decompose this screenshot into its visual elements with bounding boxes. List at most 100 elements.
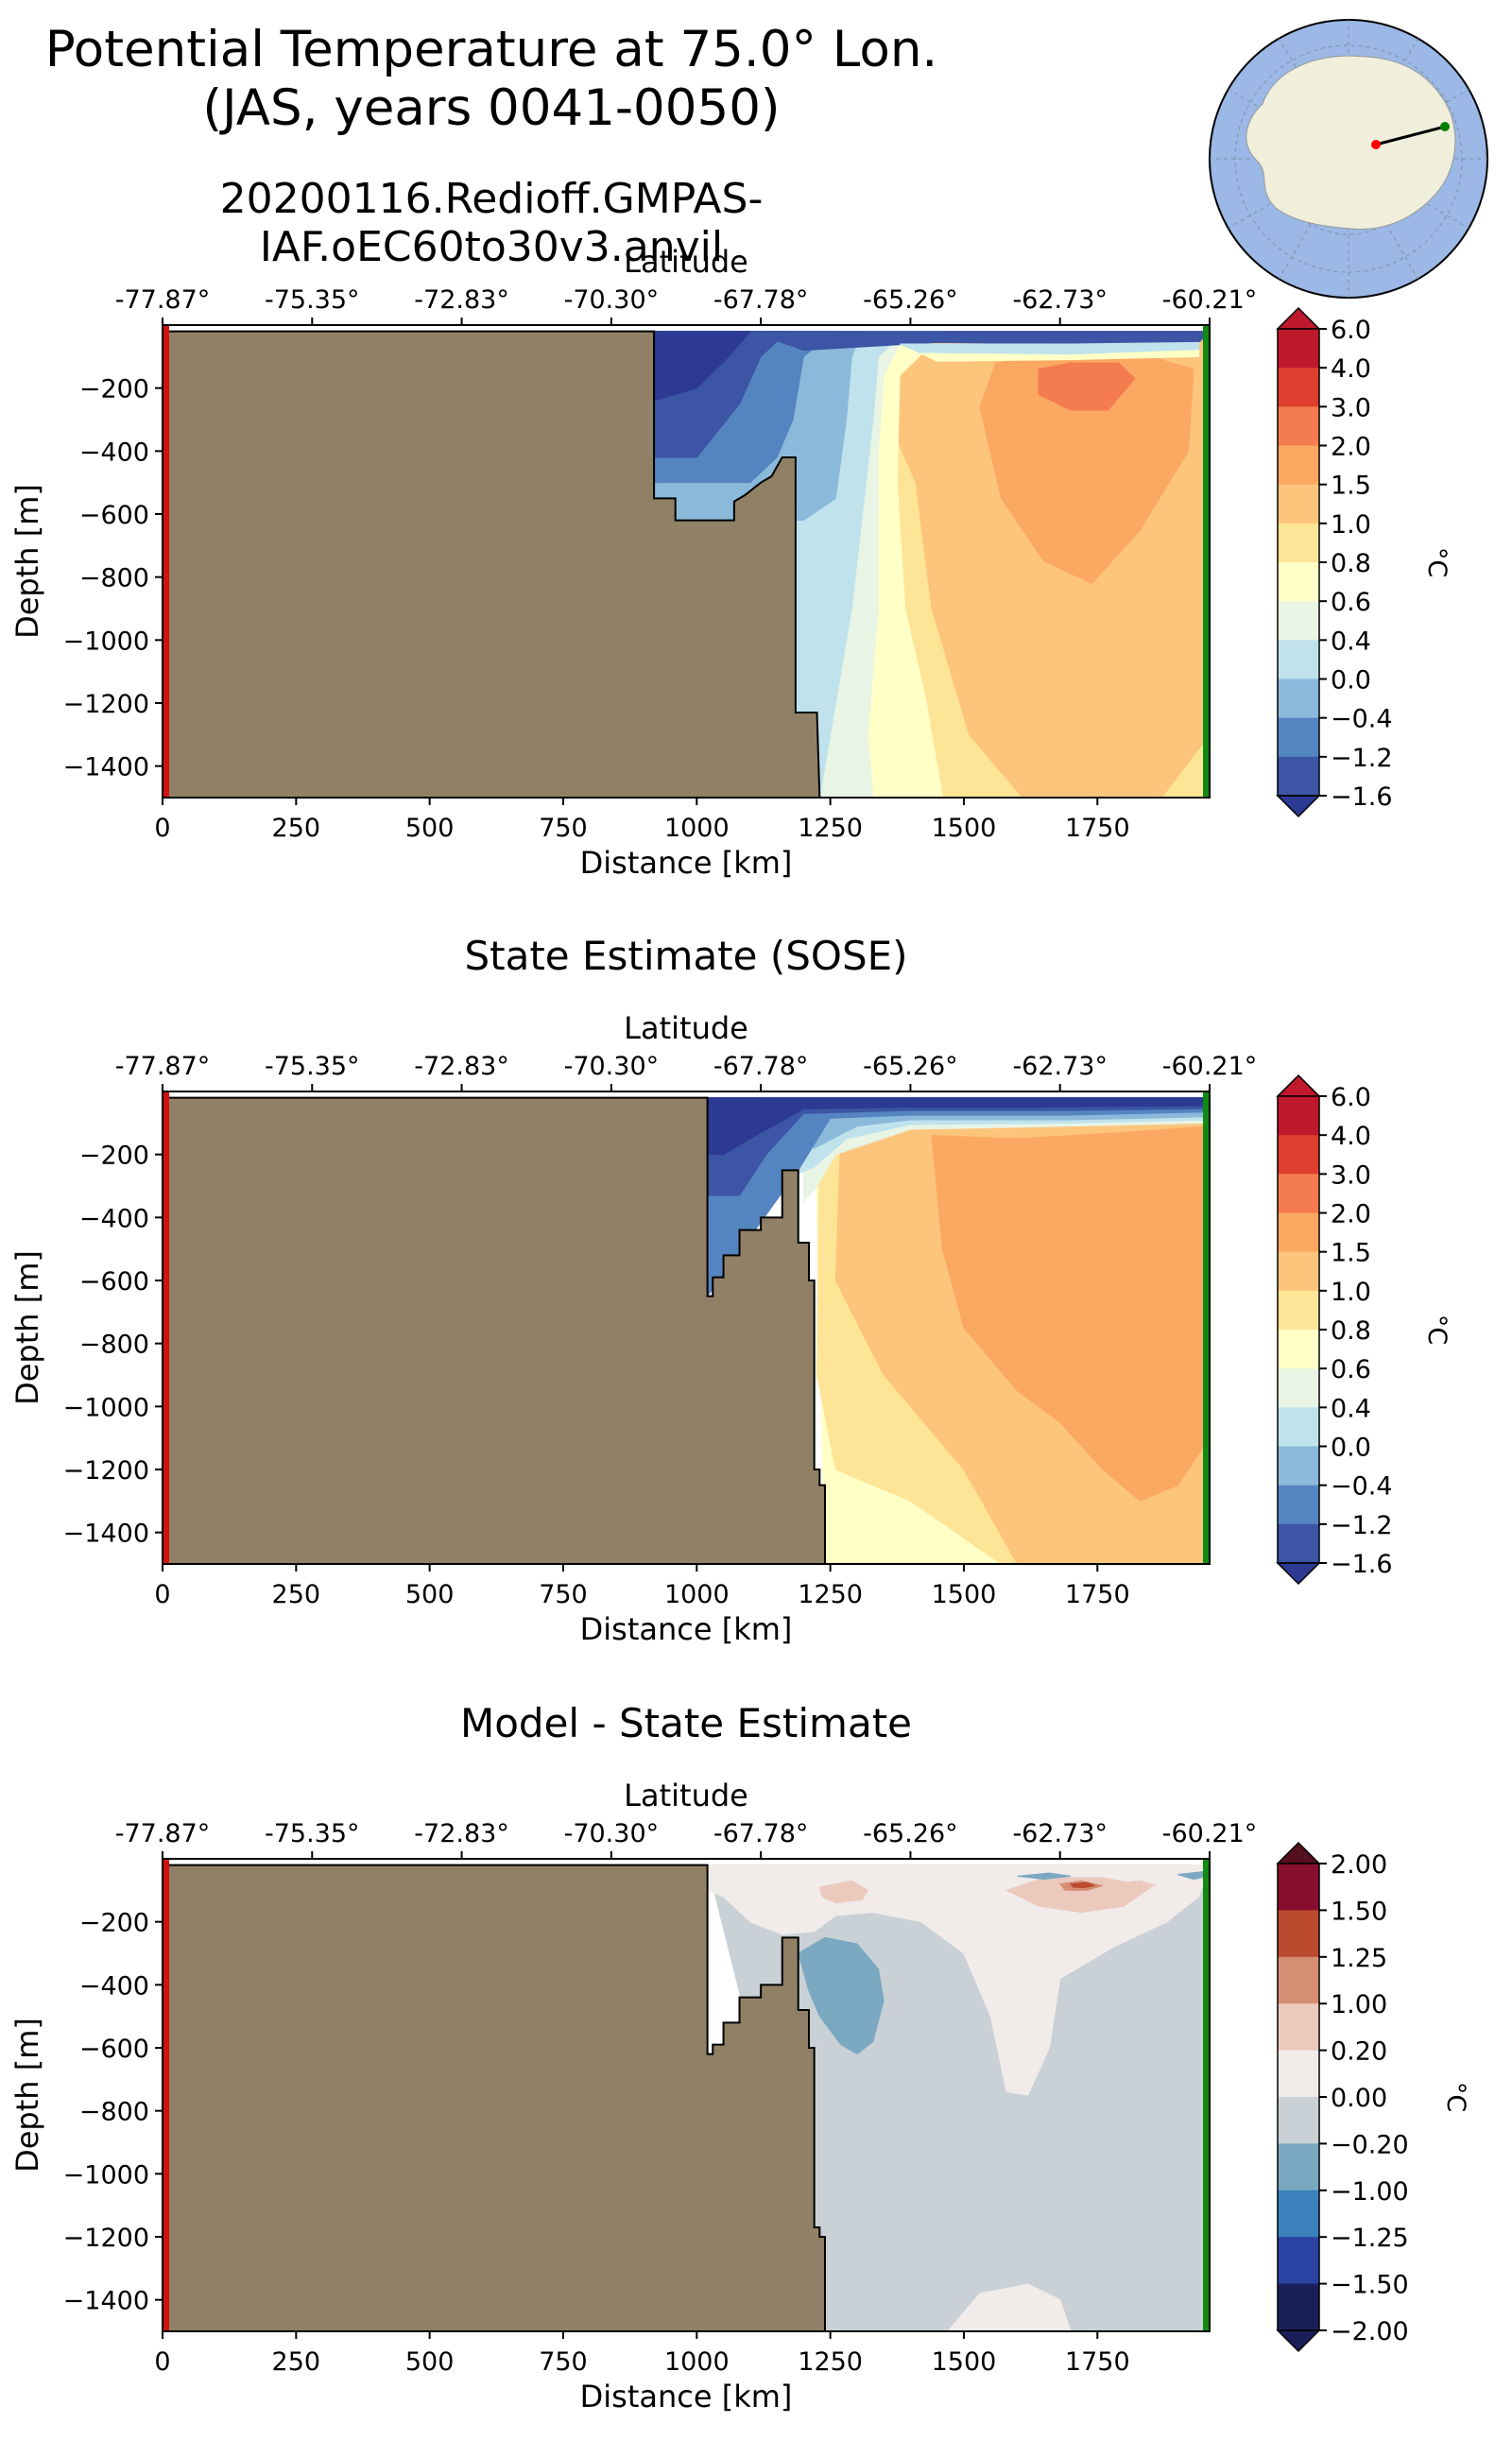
lat-tick-label: -65.26° [863,1819,958,1848]
x-tick-label: 250 [272,1580,321,1609]
colorbar-tick-label: 1.5 [1331,1239,1371,1268]
plot-area [163,325,1210,798]
lat-tick-label: -70.30° [564,1819,660,1848]
y-tick-label: −200 [79,1142,149,1171]
colorbar-band [1278,1212,1319,1253]
x-axis-label: Distance [km] [580,845,793,881]
colorbar-band [1278,2050,1319,2098]
figure-title: Potential Temperature at 75.0° Lon. (JAS… [0,21,983,138]
colorbar-band [1278,1096,1319,1136]
y-tick-label: −600 [79,501,149,530]
lat-axis-label: Latitude [624,1778,748,1813]
lat-tick-label: -72.83° [414,285,509,315]
colorbar-over-triangle [1276,1841,1321,1864]
colorbar-unit-label: °C [1441,2082,1470,2112]
colorbar-band [1278,2237,1319,2285]
plot-area [163,1091,1210,1564]
x-tick-label: 500 [405,2347,455,2377]
colorbar-tick-label: 0.8 [1331,1316,1371,1346]
colorbar-tick-label: −1.25 [1331,2224,1409,2253]
panels: 0 250 500 750 1000 1250 1500 1750 Distance [km] -… [9,244,1470,2414]
colorbar-tick-label: −1.6 [1331,782,1393,812]
x-tick-label: 1250 [798,814,863,843]
seafloor-land [163,1864,826,2331]
lat-tick-label: -62.73° [1012,1819,1108,1848]
lat-tick-label: -70.30° [564,285,660,315]
colorbar-band [1278,1368,1319,1408]
title-line-1: Potential Temperature at 75.0° Lon. [44,21,938,78]
y-tick-label: −1200 [63,690,149,719]
colorbar-band [1278,484,1319,524]
colorbar-tick-label: 0.8 [1331,549,1371,578]
plot-frame [162,1858,1211,2332]
colorbar-tick-label: 1.0 [1331,510,1371,540]
colorbar-band [1278,756,1319,797]
plot-area [163,1859,1210,2331]
lat-tick-label: -67.78° [713,1819,809,1848]
contour-region [1017,1872,1072,1881]
colorbar-under-triangle [1276,1562,1321,1586]
colorbar-tick-label: −1.00 [1331,2177,1409,2207]
colorbar-band [1278,406,1319,446]
colorbar-band [1278,717,1319,758]
y-tick-label: −600 [79,2035,149,2064]
x-tick-label: 250 [272,2347,321,2377]
colorbar-band [1278,2003,1319,2052]
lat-tick-label: -77.87° [115,1819,211,1848]
y-tick-label: −1000 [63,1393,149,1422]
lat-tick-label: -75.35° [265,1819,360,1848]
x-tick-label: 1500 [932,2347,997,2377]
colorbar-band [1278,1290,1319,1331]
colorbar-tick-label: −1.50 [1331,2271,1409,2300]
colorbar: 6.0 4.0 3.0 2.0 1.5 1.0 0.8 0.6 0.4 0.0 −0.4 −1.2 −1… [1276,1074,1452,1586]
section-end-marker [1203,1091,1210,1564]
inset-map [1209,19,1488,299]
lat-tick-label: -60.21° [1162,285,1258,315]
lat-tick-label: -67.78° [713,1052,809,1081]
colorbar-band [1278,640,1319,679]
lat-tick-label: -72.83° [414,1052,509,1081]
y-tick-label: −400 [79,1204,149,1233]
x-axis-label: Distance [km] [580,2379,793,2414]
x-tick-label: 0 [154,814,170,843]
colorbar-tick-label: 0.0 [1331,1434,1371,1463]
x-tick-label: 1500 [932,814,997,843]
contour-region [707,1097,1210,1156]
colorbar-tick-label: −0.4 [1331,705,1393,734]
x-tick-label: 1750 [1065,2347,1130,2377]
colorbar-band [1278,1407,1319,1447]
colorbar-band [1278,2143,1319,2191]
colorbar-over-triangle [1276,306,1321,330]
colorbar-tick-label: 1.25 [1331,1944,1387,1973]
colorbar-band [1278,1251,1319,1292]
x-tick-label: 250 [272,814,321,843]
colorbar-band [1278,1330,1319,1369]
y-tick-label: −1400 [63,753,149,782]
lat-tick-label: -67.78° [713,285,809,315]
x-tick-label: 500 [405,814,455,843]
x-tick-label: 750 [539,1580,588,1609]
contour-region [798,1936,885,2055]
lat-axis-label: Latitude [624,1010,748,1046]
colorbar-band [1278,523,1319,563]
x-tick-label: 0 [154,2347,170,2377]
colorbar-band [1278,1485,1319,1525]
colorbar-tick-label: 6.0 [1331,316,1371,345]
colorbar-tick-label: 2.0 [1331,1200,1371,1229]
lat-tick-label: -65.26° [863,285,958,315]
section-end-dot [1440,122,1450,131]
colorbar-tick-label: 2.00 [1331,1850,1387,1880]
x-tick-label: 1000 [664,1580,730,1609]
x-tick-label: 1750 [1065,1580,1130,1609]
section-end-marker [1203,325,1210,798]
colorbar-band [1278,1174,1319,1213]
section-end-marker [1203,1859,1210,2331]
y-axis-label: Depth [m] [9,1250,45,1405]
lat-tick-label: -77.87° [115,1052,211,1081]
y-tick-label: −200 [79,375,149,404]
title-line-2: (JAS, years 0041-0050) [202,79,781,137]
colorbar-band [1278,368,1319,407]
colorbar-tick-label: 0.6 [1331,1355,1371,1384]
colorbar-unit-label: °C [1422,547,1452,577]
colorbar-tick-label: 0.4 [1331,1394,1371,1423]
